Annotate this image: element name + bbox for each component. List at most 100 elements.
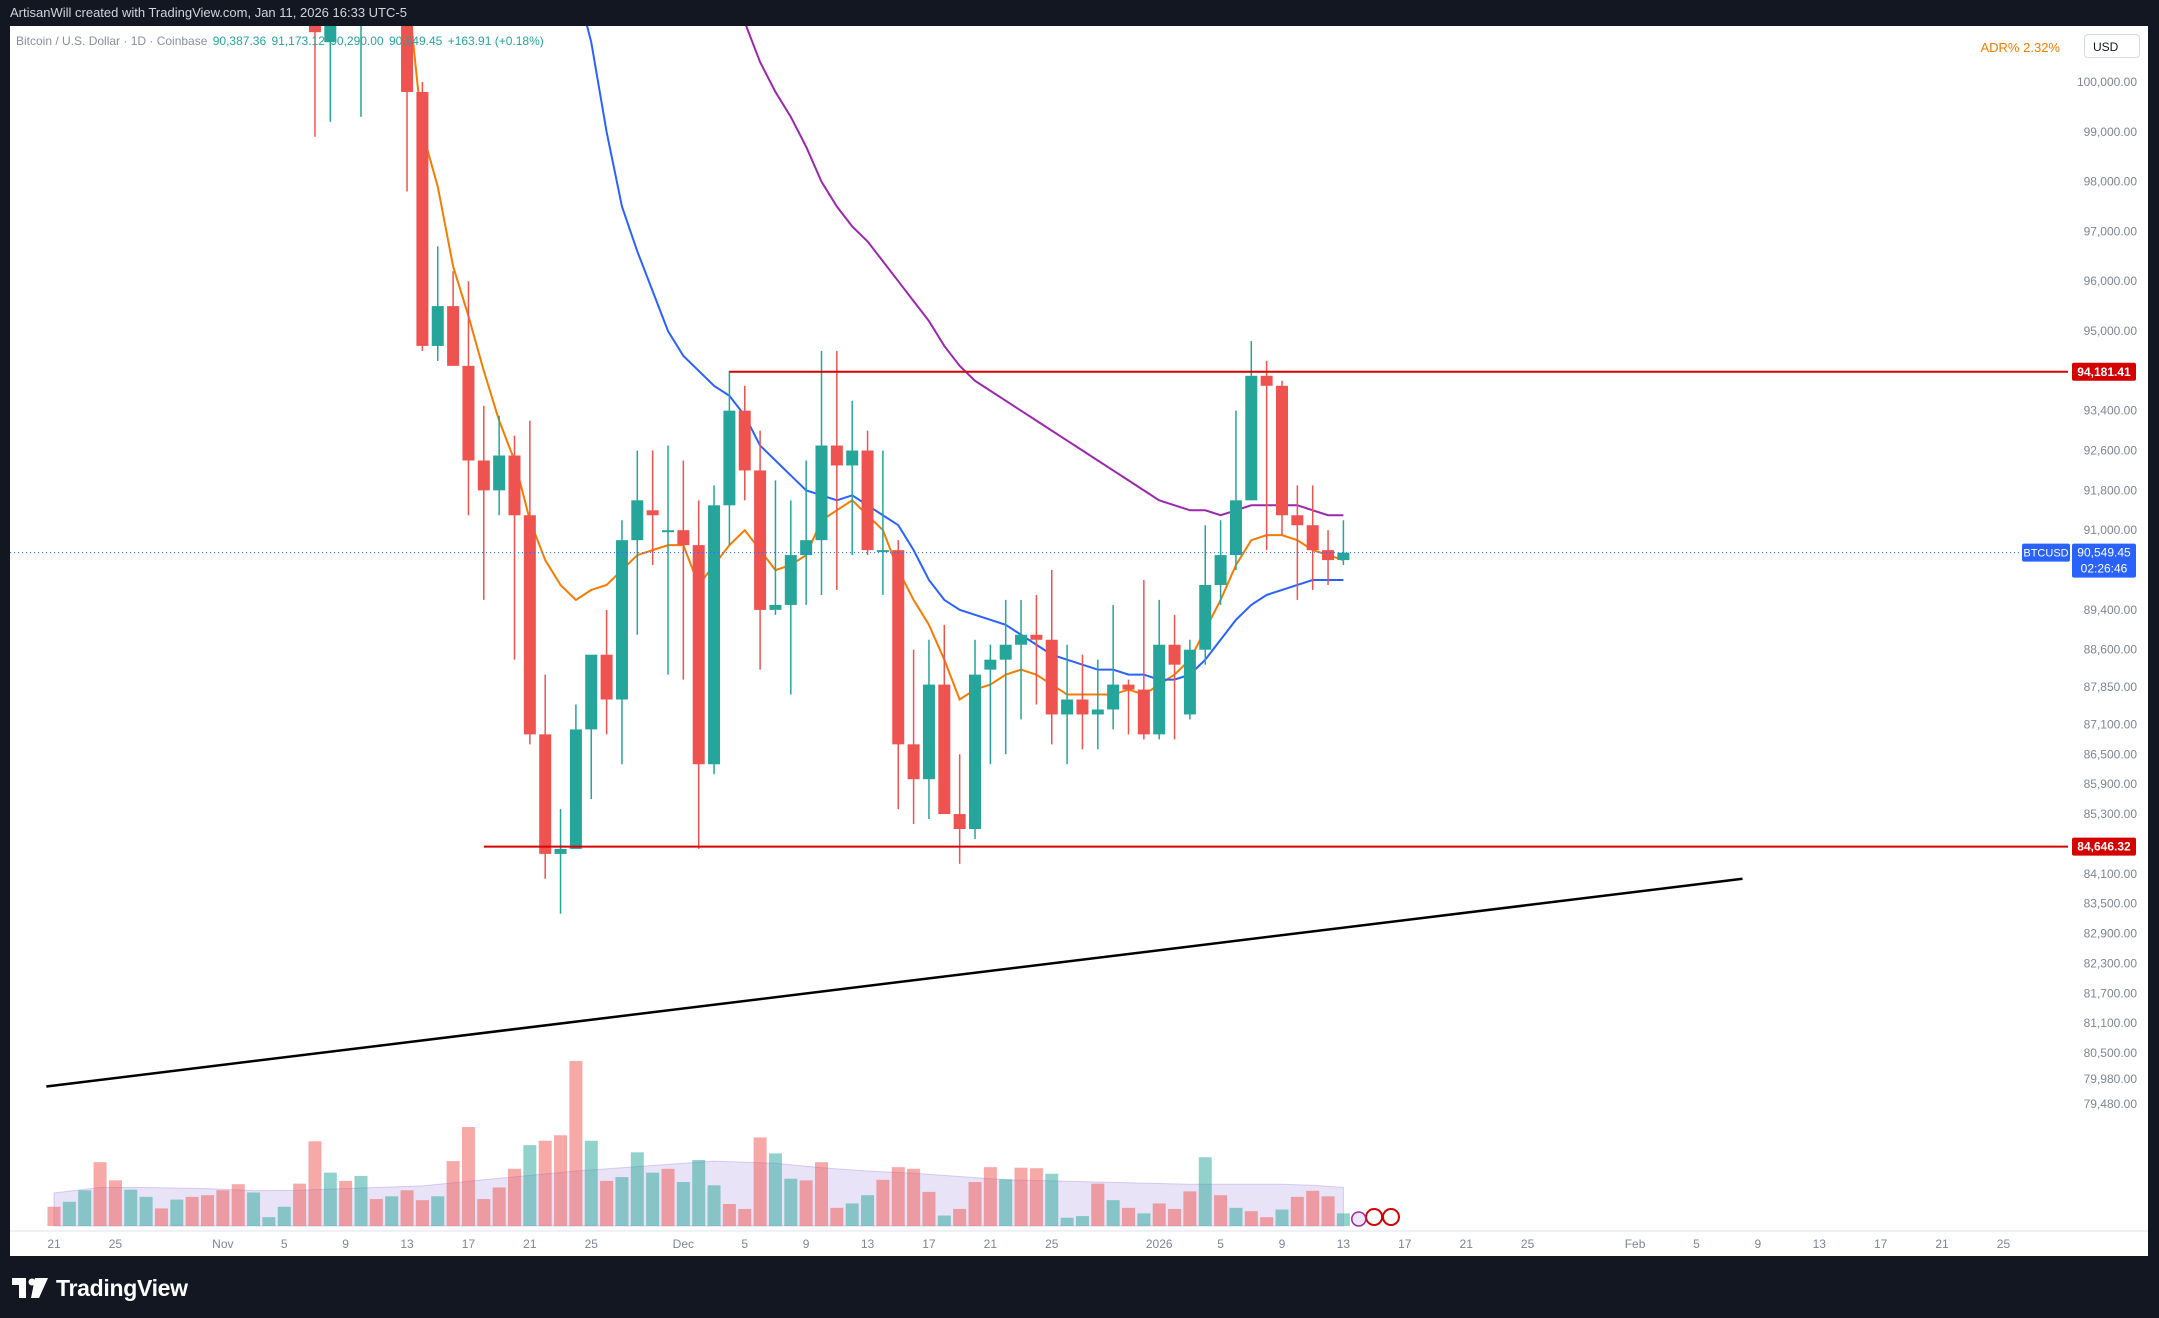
candle-body[interactable] (1061, 699, 1074, 715)
candle-body[interactable] (585, 654, 598, 730)
volume-bar[interactable] (308, 1141, 322, 1226)
candle-body[interactable] (677, 530, 690, 546)
volume-bar[interactable] (446, 1161, 460, 1226)
volume-bar[interactable] (293, 1183, 307, 1226)
volume-bar[interactable] (1029, 1168, 1043, 1226)
candle-body[interactable] (308, 26, 321, 33)
candle-body[interactable] (1183, 649, 1196, 715)
candle-body[interactable] (431, 306, 444, 346)
candle-body[interactable] (784, 555, 797, 605)
volume-bar[interactable] (1336, 1213, 1350, 1226)
candle-body[interactable] (1168, 644, 1181, 665)
trendline[interactable] (46, 877, 1743, 1088)
volume-bar[interactable] (753, 1137, 767, 1226)
volume-bar[interactable] (676, 1182, 690, 1226)
volume-bar[interactable] (799, 1180, 813, 1226)
volume-bar[interactable] (47, 1206, 61, 1226)
candle-body[interactable] (1291, 515, 1304, 526)
volume-bar[interactable] (584, 1140, 598, 1226)
volume-bar[interactable] (1091, 1183, 1105, 1226)
volume-bar[interactable] (615, 1177, 629, 1226)
volume-bar[interactable] (339, 1180, 353, 1226)
candle-body[interactable] (969, 674, 981, 829)
volume-bar[interactable] (707, 1185, 721, 1226)
chart-panel[interactable]: 100,000.00 99,000.00 98,000.00 97,000.00 96,… (10, 26, 2148, 1256)
volume-bar[interactable] (937, 1215, 951, 1226)
volume-bar[interactable] (1122, 1207, 1135, 1226)
volume-bar[interactable] (78, 1190, 92, 1226)
volume-bar[interactable] (845, 1203, 859, 1226)
volume-bar[interactable] (262, 1217, 276, 1226)
candle-body[interactable] (738, 410, 751, 471)
volume-bar[interactable] (1321, 1196, 1335, 1226)
volume-bar[interactable] (231, 1184, 245, 1226)
volume-bar[interactable] (768, 1153, 782, 1226)
candle-body[interactable] (861, 450, 874, 551)
volume-bar[interactable] (830, 1207, 844, 1226)
candle-body[interactable] (953, 814, 966, 829)
volume-bar[interactable] (216, 1190, 230, 1226)
volume-bar[interactable] (661, 1168, 675, 1226)
volume-bar[interactable] (1198, 1157, 1212, 1226)
candle-body[interactable] (1076, 699, 1089, 715)
candle-body[interactable] (1122, 684, 1135, 690)
candle-body[interactable] (723, 410, 736, 506)
volume-bar[interactable] (461, 1127, 475, 1226)
volume-bar[interactable] (277, 1206, 291, 1226)
candle-body[interactable] (922, 684, 935, 780)
volume-bar[interactable] (1152, 1203, 1166, 1226)
volume-bar[interactable] (953, 1208, 967, 1226)
candle-body[interactable] (493, 455, 506, 491)
candle-body[interactable] (1015, 634, 1028, 645)
volume-bar[interactable] (538, 1140, 552, 1226)
candle-body[interactable] (1260, 375, 1273, 386)
volume-bar[interactable] (569, 1061, 583, 1226)
volume-bar[interactable] (1106, 1200, 1120, 1226)
candle-body[interactable] (523, 515, 536, 735)
candle-body[interactable] (1245, 375, 1258, 501)
volume-bar[interactable] (139, 1196, 153, 1226)
candle-body[interactable] (662, 530, 674, 533)
volume-bar[interactable] (1260, 1217, 1274, 1226)
volume-bar[interactable] (1137, 1213, 1151, 1226)
candle-body[interactable] (1091, 709, 1104, 715)
candle-body[interactable] (477, 460, 490, 491)
candle-body[interactable] (554, 848, 567, 854)
volume-bar[interactable] (1075, 1216, 1089, 1226)
volume-bar[interactable] (1168, 1208, 1182, 1226)
candle-body[interactable] (600, 654, 613, 700)
volume-bar[interactable] (907, 1168, 921, 1226)
candle-body[interactable] (462, 365, 475, 461)
volume-bar[interactable] (1045, 1173, 1059, 1226)
volume-bar[interactable] (784, 1178, 798, 1226)
volume-bar[interactable] (1290, 1196, 1304, 1226)
candle-body[interactable] (416, 91, 429, 346)
volume-bar[interactable] (1183, 1191, 1197, 1226)
volume-bar[interactable] (201, 1195, 214, 1226)
candle-body[interactable] (646, 510, 659, 516)
volume-bar[interactable] (154, 1208, 168, 1226)
volume-bar[interactable] (861, 1195, 875, 1226)
volume-bar[interactable] (385, 1196, 399, 1226)
volume-bar[interactable] (630, 1152, 644, 1226)
candle-body[interactable] (1153, 644, 1166, 735)
candle-body[interactable] (754, 470, 767, 610)
candle-body[interactable] (631, 500, 644, 541)
volume-bar[interactable] (369, 1199, 383, 1226)
volume-bar[interactable] (523, 1145, 537, 1226)
candle-body[interactable] (1322, 550, 1335, 561)
candle-body[interactable] (1137, 689, 1150, 735)
candle-body[interactable] (769, 604, 782, 610)
candle-body[interactable] (569, 729, 582, 849)
candle-body[interactable] (830, 445, 843, 466)
volume-bar[interactable] (1275, 1209, 1289, 1227)
volume-bar[interactable] (1229, 1207, 1243, 1226)
volume-bar[interactable] (124, 1189, 138, 1226)
candle-body[interactable] (1229, 500, 1242, 556)
candle-body[interactable] (846, 450, 859, 466)
candle-body[interactable] (1199, 584, 1212, 650)
moving-average-line[interactable] (561, 26, 1344, 681)
volume-bar[interactable] (93, 1162, 107, 1226)
volume-bar[interactable] (1214, 1195, 1228, 1226)
volume-bar[interactable] (646, 1172, 660, 1226)
